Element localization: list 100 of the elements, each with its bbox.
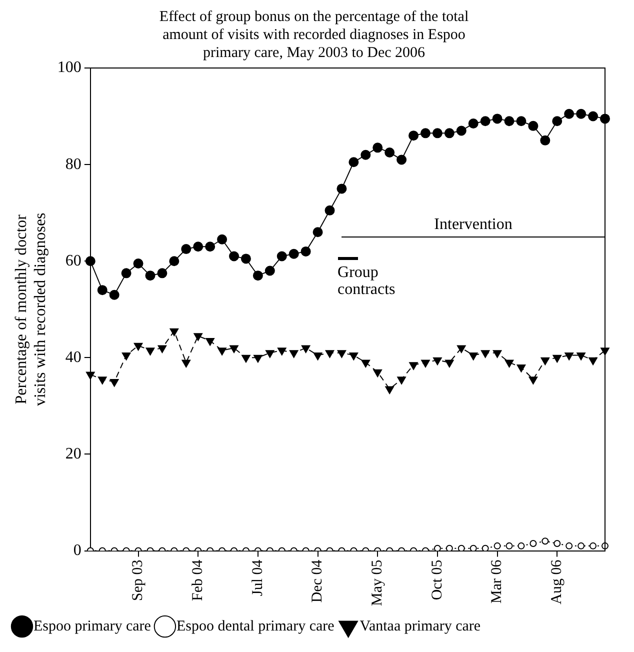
point (277, 348, 286, 356)
point (337, 350, 346, 358)
point (492, 350, 502, 358)
point (468, 352, 478, 360)
point (409, 362, 418, 370)
point (109, 290, 120, 300)
point (301, 345, 310, 353)
y-tick-label: 0 (73, 542, 82, 559)
point (446, 544, 453, 551)
point (482, 544, 489, 551)
point (121, 268, 132, 278)
point (576, 352, 586, 360)
point (433, 357, 442, 366)
point (480, 350, 490, 358)
point (590, 542, 597, 550)
x-tick-label: Aug 06 (549, 559, 566, 604)
point (205, 242, 216, 252)
point (372, 142, 383, 153)
point (384, 147, 395, 158)
point (289, 350, 298, 358)
point (518, 542, 525, 550)
point (325, 350, 334, 358)
y-tick-label: 100 (57, 59, 82, 76)
x-tick-label: Feb 04 (190, 559, 206, 602)
point (240, 254, 251, 264)
point (110, 379, 119, 387)
point (360, 150, 371, 160)
point (516, 116, 526, 126)
x-tick-label: Dec 04 (310, 559, 326, 603)
y-tick-label: 80 (65, 156, 82, 173)
point (218, 348, 226, 356)
point (385, 386, 394, 394)
point (494, 542, 501, 550)
x-tick-label: Sep 03 (130, 560, 146, 602)
point (432, 128, 442, 138)
point (324, 205, 335, 216)
point (528, 120, 538, 131)
point (578, 542, 585, 550)
point (133, 258, 144, 269)
point (300, 246, 311, 256)
y-axis-title: Percentage of monthly doctor visits with recorded diagnoses (12, 212, 50, 406)
point (266, 350, 274, 358)
point (506, 542, 513, 550)
point (468, 118, 478, 129)
point (122, 352, 131, 360)
point (145, 270, 156, 281)
point (146, 348, 155, 356)
point (480, 116, 490, 126)
point (254, 354, 262, 363)
point (349, 352, 358, 360)
point (564, 352, 574, 360)
x-tick-label: Oct 05 (429, 560, 446, 600)
point (456, 345, 466, 353)
chart-title: Effect of group bonus on the percentage of the total amount of visits with recorded diagnoses in Espoo primary care, May 2003 to Dec 2006 (159, 8, 469, 61)
legend-label: Espoo primary care (34, 618, 152, 634)
point (397, 376, 406, 384)
point (242, 354, 250, 363)
annotation: Group contracts (338, 264, 396, 298)
point (158, 345, 167, 353)
point (97, 285, 108, 296)
point (252, 270, 263, 281)
point (458, 544, 465, 551)
point (530, 540, 537, 548)
point (134, 342, 143, 351)
point (336, 184, 347, 194)
point (194, 333, 203, 341)
point (206, 338, 214, 346)
point (288, 248, 299, 259)
point (504, 360, 514, 368)
point (421, 360, 430, 368)
point (588, 111, 598, 122)
point (554, 540, 561, 548)
legend-label: Vantaa primary care (360, 618, 481, 634)
point (348, 157, 359, 168)
point (552, 116, 562, 126)
point (312, 227, 323, 238)
point (566, 542, 573, 550)
point (542, 538, 549, 545)
point (445, 360, 454, 368)
point (444, 128, 454, 138)
point (456, 126, 466, 136)
point (182, 360, 191, 368)
point (217, 234, 228, 244)
point (313, 352, 322, 360)
point (157, 268, 168, 278)
point (98, 376, 107, 384)
point (564, 108, 574, 119)
point (408, 130, 419, 141)
point (588, 357, 598, 366)
point (396, 154, 407, 165)
point (373, 369, 382, 378)
x-tick-label: Mar 06 (489, 559, 506, 604)
point (193, 242, 204, 252)
point (420, 128, 430, 138)
point (434, 544, 441, 551)
point (264, 266, 275, 276)
point (492, 114, 502, 124)
point (170, 328, 179, 336)
y-tick-label: 60 (65, 252, 82, 270)
point (470, 544, 477, 551)
